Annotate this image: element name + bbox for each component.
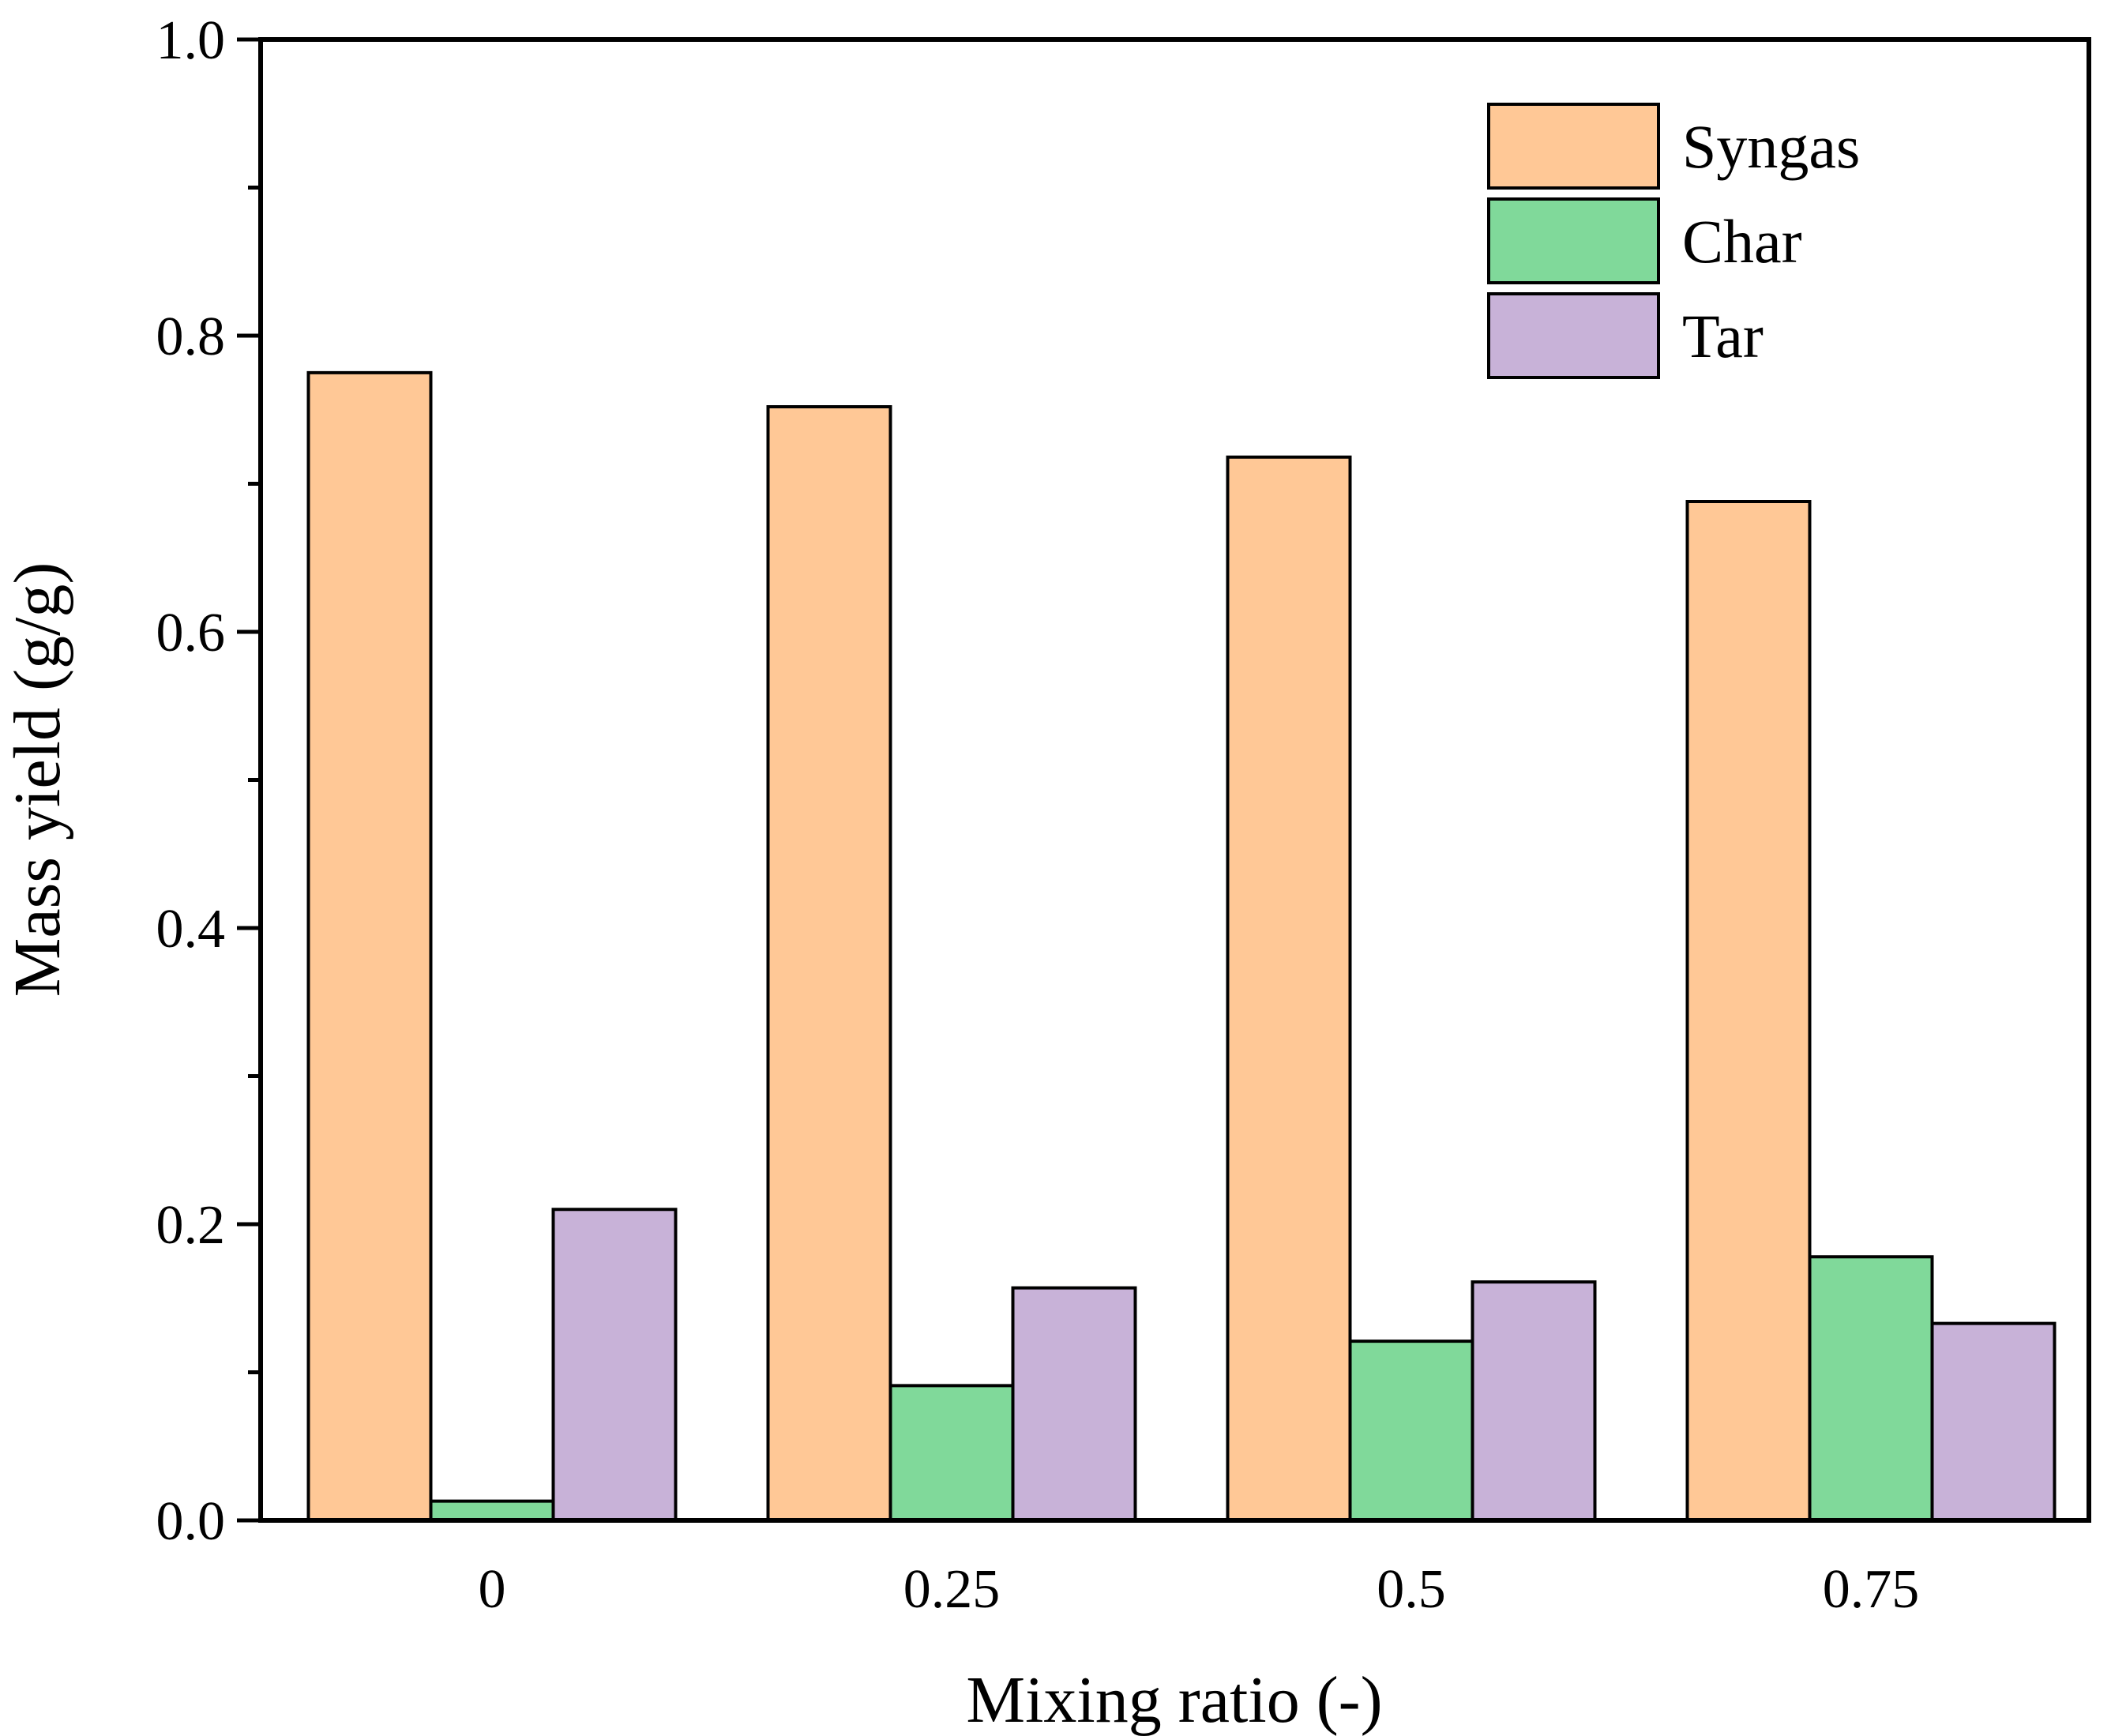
y-tick-label: 1.0 [156,10,226,71]
bar-tar-0 [551,1208,678,1522]
bar-syngas-2 [1226,455,1352,1522]
y-tick-label: 0.6 [156,603,226,663]
bar-char-0 [429,1499,555,1522]
legend-swatch-syngas [1487,103,1660,190]
y-tick-label: 0.8 [156,306,226,367]
x-tick-label: 0.5 [1377,1559,1446,1620]
bar-tar-1 [1011,1286,1137,1522]
x-tick-label: 0.75 [1823,1559,1920,1620]
bar-char-3 [1808,1255,1934,1522]
x-axis-ticks: 0 0.25 0.5 0.75 [479,1559,1920,1620]
bar-syngas-3 [1685,500,1812,1522]
x-tick-label: 0 [479,1559,506,1620]
bar-char-1 [888,1384,1015,1522]
legend-label-char: Char [1682,207,1802,276]
plot-frame [258,37,2091,1523]
bar-syngas-1 [766,405,892,1522]
legend-label-syngas: Syngas [1682,112,1860,181]
bar-tar-2 [1471,1280,1597,1522]
y-axis-ticks: 0.0 0.2 0.4 0.6 0.8 1.0 [156,10,261,1552]
x-tick-label: 0.25 [903,1559,1001,1620]
bar-tar-3 [1930,1321,2057,1522]
legend: Syngas Char Tar [1487,103,1860,379]
bars [306,370,2057,1522]
y-tick-label: 0.4 [156,899,226,960]
bar-syngas-0 [306,370,433,1522]
legend-label-tar: Tar [1682,302,1764,370]
y-tick-label: 0.0 [156,1491,226,1552]
legend-swatch-char [1487,197,1660,284]
legend-swatch-tar [1487,292,1660,379]
y-axis-title: Mass yield (g/g) [1,562,74,998]
x-axis-title: Mixing ratio (-) [966,1663,1382,1736]
y-tick-label: 0.2 [156,1195,226,1256]
bar-char-2 [1348,1340,1474,1522]
